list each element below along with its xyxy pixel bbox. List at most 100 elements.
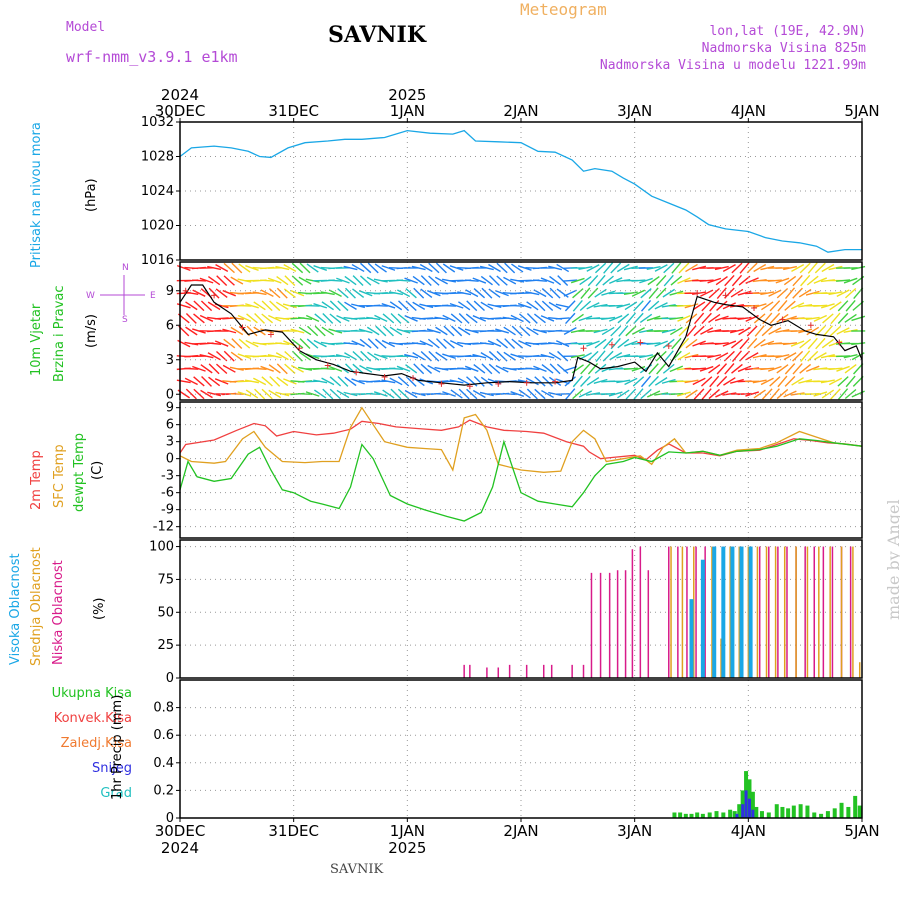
wind-arrow (199, 354, 214, 359)
wind-arrow (805, 365, 820, 373)
wind-arrow (223, 350, 235, 362)
wind-arrow (276, 275, 289, 286)
wind-arrow (388, 367, 403, 371)
wind-arrow (193, 376, 205, 387)
wind-arrow (784, 287, 796, 299)
wind-arrow (450, 313, 463, 324)
wind-arrow (207, 265, 222, 271)
precip-legend-snow: Snijeg (92, 761, 132, 776)
wind-arrow (730, 378, 744, 384)
wind-arrow (556, 288, 569, 298)
precip-total-bar (853, 795, 858, 818)
wind-arrow (542, 375, 554, 387)
wind-arrow (268, 288, 281, 299)
wind-arrow (761, 301, 774, 311)
wind-arrow (245, 264, 259, 272)
wind-arrow (548, 351, 562, 361)
wind-arrow (480, 301, 494, 310)
wind-arrow (714, 342, 729, 346)
wind-arrow (502, 366, 517, 371)
model-name: wrf-nmm_v3.9.1 e1km (66, 48, 238, 66)
wind-arrow (563, 289, 577, 297)
wind-arrow (753, 263, 767, 273)
wind-arrow (746, 337, 758, 350)
cloud-mid-bar (747, 546, 750, 678)
wind-arrow (565, 312, 576, 325)
panel-frame (179, 539, 863, 679)
wind-arrow (775, 277, 790, 284)
wind-arrow (275, 342, 290, 345)
wind-arrow (504, 262, 516, 274)
wind-arrow (449, 265, 464, 271)
wind-arrow (457, 326, 471, 336)
wind-arrow (760, 377, 774, 386)
wind-arrow (502, 316, 517, 321)
wind-arrow (245, 339, 259, 348)
compass-w: W (86, 291, 95, 301)
wind-arrow (624, 377, 638, 386)
wind-arrow (813, 277, 828, 284)
wind-arrow (692, 265, 707, 271)
wind-arrow (298, 351, 312, 361)
wind-arrow (845, 300, 856, 312)
wind-arrow (510, 353, 525, 359)
wind-arrow (631, 327, 645, 335)
wind-arrow (807, 350, 819, 362)
wind-arrow (609, 352, 623, 361)
wind-arrow (631, 365, 646, 372)
wind-arrow (465, 313, 478, 324)
wind-arrow (284, 275, 296, 287)
wind-arrow (843, 329, 858, 333)
wind-arrow (791, 264, 805, 272)
precip-total-bar (721, 812, 726, 818)
wind-arrow (639, 313, 653, 324)
wind-arrow (608, 304, 623, 307)
wind-arrow (223, 262, 235, 274)
wind-arrow (701, 388, 712, 400)
wind-arrow (709, 300, 720, 312)
precip-total-bar (774, 804, 779, 818)
wind-arrow (699, 279, 714, 282)
wind-arrow (238, 263, 251, 273)
wind-arrow (510, 304, 525, 307)
wind-arrow (261, 313, 274, 324)
wind-arrow (587, 287, 599, 299)
wind-arrow (215, 288, 228, 299)
wind-arrow (328, 328, 343, 334)
wind-arrow (790, 340, 805, 347)
temp-dewpt-line (179, 438, 863, 522)
cloud-low-bar (542, 664, 545, 678)
wind-arrow (815, 337, 826, 350)
wind-marker (552, 378, 559, 385)
wind-arrow (260, 328, 275, 334)
wind-arrow (207, 301, 221, 311)
y-tick-label: 50 (157, 605, 174, 620)
wind-arrow (245, 303, 259, 309)
cloud-mid-bar (681, 546, 684, 678)
wind-arrow (382, 389, 395, 399)
wind-arrow (261, 300, 273, 312)
wind-arrow (661, 303, 676, 308)
cloud-low-bar (550, 664, 553, 678)
y-tick-label: 3 (166, 435, 174, 450)
wind-arrow (298, 366, 313, 371)
wind-arrow (602, 350, 614, 362)
compass-s: S (122, 315, 128, 325)
wind-arrow (844, 364, 857, 374)
wind-arrow (586, 377, 600, 386)
wind-arrow (646, 390, 661, 398)
precip-total-bar (737, 804, 742, 818)
wind-arrow (313, 339, 327, 348)
wind-arrow (488, 350, 501, 362)
wind-marker (353, 369, 360, 376)
wind-arrow (313, 303, 328, 309)
wind-arrow (526, 312, 538, 324)
wind-arrow (510, 314, 524, 323)
wind-arrow (449, 379, 464, 384)
wind-arrow (284, 350, 296, 362)
wind-arrow (828, 291, 843, 296)
wind-arrow (405, 364, 418, 374)
wind-arrow (813, 314, 827, 322)
wind-arrow (663, 274, 674, 287)
wind-arrow (246, 325, 258, 337)
